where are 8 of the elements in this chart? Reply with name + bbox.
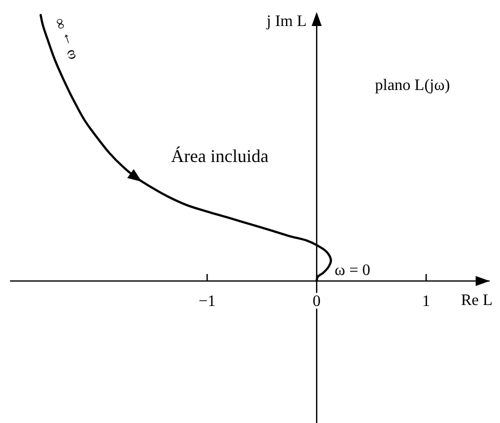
annotation: ω = 0	[334, 262, 370, 279]
annotation: ω → ∞	[51, 16, 80, 62]
annotation: Área incluida	[171, 146, 268, 166]
annotation: plano L(jω)	[375, 77, 450, 94]
x-tick-label: 1	[422, 293, 430, 310]
x-tick-label: −1	[198, 293, 216, 310]
x-axis-title: Re L	[461, 292, 493, 309]
y-axis-title: j Im L	[266, 13, 307, 30]
